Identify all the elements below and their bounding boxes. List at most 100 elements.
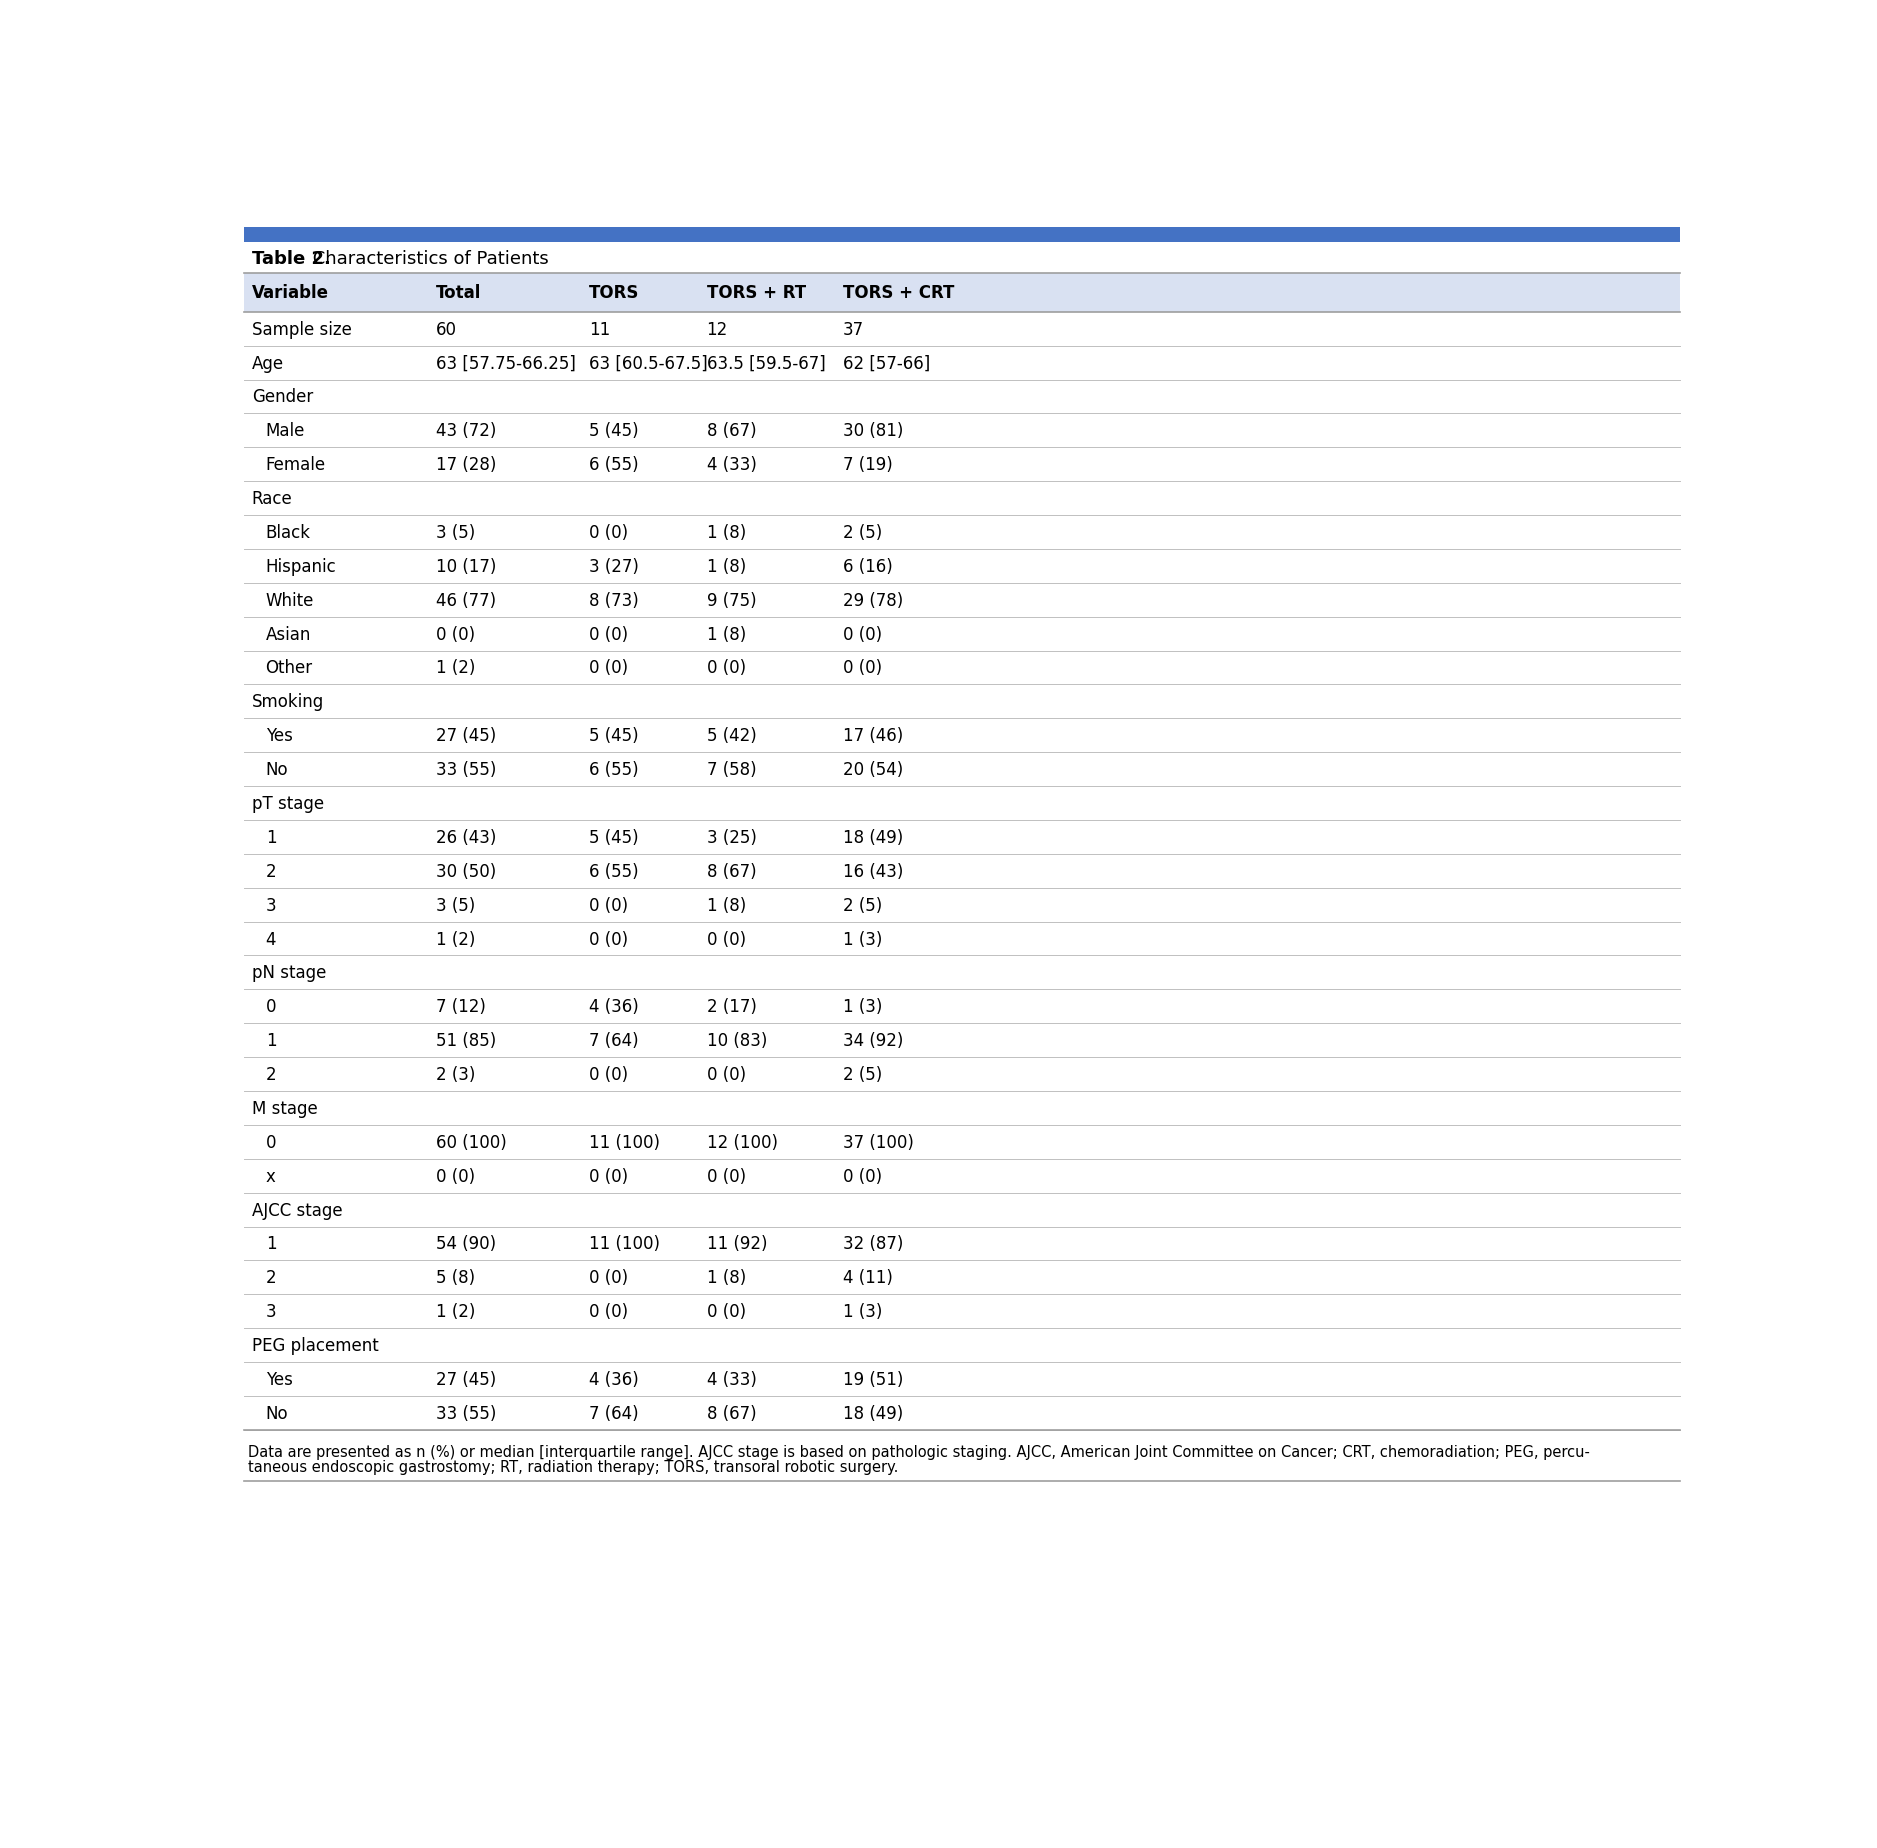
Text: White: White bbox=[267, 591, 313, 610]
Text: 2 (3): 2 (3) bbox=[435, 1066, 475, 1083]
Bar bbox=[244, 1092, 1680, 1125]
Bar bbox=[244, 719, 1680, 752]
Text: 1 (2): 1 (2) bbox=[435, 660, 475, 676]
Text: 0 (0): 0 (0) bbox=[843, 1168, 882, 1185]
Text: 2: 2 bbox=[267, 1268, 276, 1286]
Text: 3 (27): 3 (27) bbox=[589, 558, 638, 575]
Text: x: x bbox=[267, 1168, 276, 1185]
Text: 1 (3): 1 (3) bbox=[843, 998, 882, 1016]
Text: 34 (92): 34 (92) bbox=[843, 1031, 903, 1050]
Text: Other: Other bbox=[267, 660, 313, 676]
Text: 0 (0): 0 (0) bbox=[589, 896, 629, 915]
Text: 1 (8): 1 (8) bbox=[706, 558, 745, 575]
Text: 0 (0): 0 (0) bbox=[435, 625, 475, 643]
Text: No: No bbox=[267, 1404, 289, 1423]
Text: 4: 4 bbox=[267, 930, 276, 948]
Bar bbox=[244, 617, 1680, 650]
Text: No: No bbox=[267, 761, 289, 778]
Text: 7 (19): 7 (19) bbox=[843, 456, 893, 473]
Text: TORS + RT: TORS + RT bbox=[706, 285, 805, 303]
Bar bbox=[244, 414, 1680, 447]
Text: 5 (8): 5 (8) bbox=[435, 1268, 475, 1286]
Bar bbox=[244, 1329, 1680, 1362]
Bar bbox=[244, 821, 1680, 854]
Bar bbox=[244, 584, 1680, 617]
Text: 0 (0): 0 (0) bbox=[589, 1066, 629, 1083]
Text: 63.5 [59.5-67]: 63.5 [59.5-67] bbox=[706, 355, 826, 371]
Text: 10 (83): 10 (83) bbox=[706, 1031, 768, 1050]
Bar bbox=[244, 1395, 1680, 1430]
Text: 10 (17): 10 (17) bbox=[435, 558, 497, 575]
Text: 6 (55): 6 (55) bbox=[589, 863, 638, 880]
Text: Data are presented as n (%) or median [interquartile range]. AJCC stage is based: Data are presented as n (%) or median [i… bbox=[248, 1443, 1590, 1460]
Text: Asian: Asian bbox=[267, 625, 312, 643]
Text: 3: 3 bbox=[267, 896, 276, 915]
Text: 1 (2): 1 (2) bbox=[435, 930, 475, 948]
Text: 4 (33): 4 (33) bbox=[706, 456, 756, 473]
Text: 6 (55): 6 (55) bbox=[589, 761, 638, 778]
Text: 6 (55): 6 (55) bbox=[589, 456, 638, 473]
Bar bbox=[244, 922, 1680, 955]
Text: 5 (45): 5 (45) bbox=[589, 828, 638, 846]
Text: 1 (2): 1 (2) bbox=[435, 1303, 475, 1321]
Text: 8 (67): 8 (67) bbox=[706, 863, 756, 880]
Text: 19 (51): 19 (51) bbox=[843, 1369, 903, 1388]
Text: 7 (58): 7 (58) bbox=[706, 761, 756, 778]
Text: Table 2.: Table 2. bbox=[252, 249, 330, 268]
Text: AJCC stage: AJCC stage bbox=[252, 1201, 342, 1220]
Text: 0 (0): 0 (0) bbox=[706, 1303, 745, 1321]
Text: 11: 11 bbox=[589, 320, 610, 338]
Bar bbox=[244, 787, 1680, 821]
Text: 9 (75): 9 (75) bbox=[706, 591, 756, 610]
Text: Gender: Gender bbox=[252, 388, 313, 407]
Text: 29 (78): 29 (78) bbox=[843, 591, 903, 610]
Text: 26 (43): 26 (43) bbox=[435, 828, 497, 846]
Text: 0 (0): 0 (0) bbox=[706, 930, 745, 948]
Text: Smoking: Smoking bbox=[252, 693, 325, 711]
Text: 1: 1 bbox=[267, 1031, 276, 1050]
Text: 4 (11): 4 (11) bbox=[843, 1268, 893, 1286]
Text: 1 (3): 1 (3) bbox=[843, 1303, 882, 1321]
Bar bbox=[244, 1159, 1680, 1194]
Text: 0 (0): 0 (0) bbox=[589, 1168, 629, 1185]
Text: 46 (77): 46 (77) bbox=[435, 591, 496, 610]
Text: 60: 60 bbox=[435, 320, 458, 338]
Text: 1 (8): 1 (8) bbox=[706, 523, 745, 541]
Text: 0 (0): 0 (0) bbox=[589, 1303, 629, 1321]
Text: 0: 0 bbox=[267, 1133, 276, 1151]
Text: 2 (5): 2 (5) bbox=[843, 896, 882, 915]
Text: 12: 12 bbox=[706, 320, 728, 338]
Text: 18 (49): 18 (49) bbox=[843, 828, 903, 846]
Bar bbox=[244, 516, 1680, 549]
Text: 0 (0): 0 (0) bbox=[589, 930, 629, 948]
Bar bbox=[244, 1024, 1680, 1057]
Text: Characteristics of Patients: Characteristics of Patients bbox=[308, 249, 550, 268]
Text: Yes: Yes bbox=[267, 726, 293, 745]
Text: 0 (0): 0 (0) bbox=[589, 660, 629, 676]
Text: 0 (0): 0 (0) bbox=[435, 1168, 475, 1185]
Text: 20 (54): 20 (54) bbox=[843, 761, 903, 778]
Text: 5 (42): 5 (42) bbox=[706, 726, 756, 745]
Bar bbox=[244, 346, 1680, 381]
Text: 0 (0): 0 (0) bbox=[589, 1268, 629, 1286]
Text: 0 (0): 0 (0) bbox=[706, 660, 745, 676]
Text: 0 (0): 0 (0) bbox=[706, 1066, 745, 1083]
Text: 1 (8): 1 (8) bbox=[706, 896, 745, 915]
Text: 12 (100): 12 (100) bbox=[706, 1133, 777, 1151]
Text: 63 [60.5-67.5]: 63 [60.5-67.5] bbox=[589, 355, 708, 371]
Text: 18 (49): 18 (49) bbox=[843, 1404, 903, 1423]
Bar bbox=[244, 549, 1680, 584]
Text: TORS: TORS bbox=[589, 285, 640, 303]
Bar bbox=[244, 1125, 1680, 1159]
Text: 8 (73): 8 (73) bbox=[589, 591, 638, 610]
Text: TORS + CRT: TORS + CRT bbox=[843, 285, 954, 303]
Text: 8 (67): 8 (67) bbox=[706, 1404, 756, 1423]
Text: Total: Total bbox=[435, 285, 482, 303]
Text: 6 (16): 6 (16) bbox=[843, 558, 893, 575]
Text: Male: Male bbox=[267, 421, 304, 440]
Text: 0 (0): 0 (0) bbox=[589, 523, 629, 541]
Text: 8 (67): 8 (67) bbox=[706, 421, 756, 440]
Bar bbox=[244, 312, 1680, 346]
Bar bbox=[244, 227, 1680, 244]
Text: 1 (3): 1 (3) bbox=[843, 930, 882, 948]
